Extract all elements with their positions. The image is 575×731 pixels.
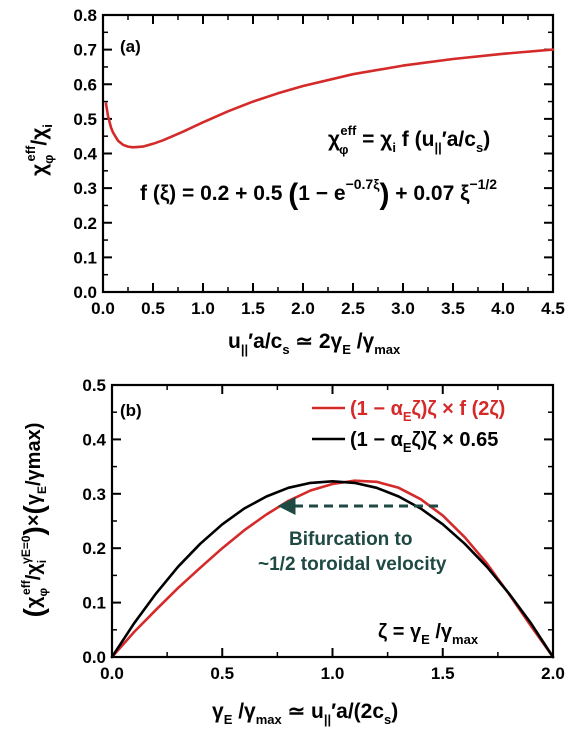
- panel-b-curves: [110, 479, 555, 659]
- a-x-tick-label: 4.5: [541, 299, 565, 318]
- b-x-tick-label: 1.5: [431, 664, 455, 683]
- panel-a: 0.0 0.5 1.0 1.5 2.0 2.5 3.0 3.5 4.0 4.5 0.0 0.1 0.2 0…: [23, 6, 565, 357]
- a-y-tick-label: 0.6: [73, 75, 97, 94]
- b-x-tick-label: 1.0: [321, 664, 345, 683]
- a-x-tick-label: 2.5: [341, 299, 365, 318]
- a-y-tick-label: 0.3: [73, 179, 97, 198]
- panel-b-x-axis-label: γE /γmax ≃ u||′a/(2cs): [212, 700, 398, 727]
- panel-b-tick-labels: 0.0 0.5 1.0 1.5 2.0 0.0 0.1 0.2 0.3 0.4 0.5: [82, 376, 564, 683]
- b-y-tick-label: 0.2: [82, 539, 106, 558]
- panel-a-equation-1: χφeff = χi f (u||′a/cs): [328, 123, 490, 157]
- b-y-tick-label: 0.5: [82, 376, 106, 395]
- b-x-tick-label: 0.0: [100, 664, 124, 683]
- bifurcation-label-line-1: Bifurcation to: [289, 529, 413, 550]
- zeta-definition: ζ = γE /γmax: [378, 621, 479, 647]
- panel-a-equation-2: f (ξ) = 0.2 + 0.5 (1 − e−0.7ξ) + 0.07 ξ−…: [140, 176, 497, 211]
- panel-b-y-axis-label: (χφeff/χiγE=0)×(γE/γmax): [18, 423, 50, 618]
- a-x-tick-label: 0.5: [141, 299, 165, 318]
- panel-a-tick-labels: 0.0 0.5 1.0 1.5 2.0 2.5 3.0 3.5 4.0 4.5 0.0 0.1 0.2 0…: [73, 6, 564, 318]
- panel-b: 0.0 0.5 1.0 1.5 2.0 0.0 0.1 0.2 0.3 0.4 0.5 (b) (1…: [18, 376, 565, 727]
- a-y-tick-label: 0.1: [73, 248, 97, 267]
- a-y-tick-label: 0.0: [73, 283, 97, 302]
- a-series-line-0: [104, 48, 555, 149]
- panel-b-tag: (b): [120, 401, 142, 420]
- b-series-line-0: [110, 479, 555, 659]
- a-x-tick-label: 1.0: [191, 299, 215, 318]
- a-x-tick-label: 3.0: [391, 299, 415, 318]
- panel-b-frame: [110, 383, 555, 659]
- a-x-tick-label: 0.0: [91, 299, 115, 318]
- b-series-line-1: [110, 479, 555, 659]
- panel-b-ticks: [111, 384, 554, 658]
- b-y-tick-label: 0.3: [82, 485, 106, 504]
- a-y-tick-label: 0.4: [73, 145, 97, 164]
- b-y-tick-label: 0.1: [82, 594, 106, 613]
- panel-a-x-axis-label: u||′a/cs ≃ 2γE /γmax: [228, 330, 401, 357]
- legend-label-black: (1 − αEζ)ζ × 0.65: [350, 429, 498, 455]
- b-y-tick-label: 0.0: [82, 648, 106, 667]
- a-x-tick-label: 1.5: [241, 299, 265, 318]
- a-y-tick-label: 0.5: [73, 110, 97, 129]
- legend-label-red: (1 − αEζ)ζ × f (2ζ): [350, 398, 505, 424]
- b-x-tick-label: 2.0: [541, 664, 565, 683]
- a-y-tick-label: 0.2: [73, 214, 97, 233]
- bifurcation-label-line-2: ~1/2 toroidal velocity: [258, 554, 447, 575]
- panel-a-y-axis-label: χφeff/χi: [23, 124, 56, 176]
- a-x-tick-label: 2.0: [291, 299, 315, 318]
- a-y-tick-label: 0.8: [73, 6, 97, 25]
- b-x-tick-label: 0.5: [210, 664, 234, 683]
- panel-a-tag: (a): [120, 37, 141, 56]
- a-x-tick-label: 4.0: [491, 299, 515, 318]
- panel-a-ticks: [102, 14, 554, 293]
- panel-b-legend: (1 − αEζ)ζ × f (2ζ) (1 − αEζ)ζ × 0.65: [312, 398, 505, 455]
- panel-a-curves: [104, 48, 555, 149]
- a-x-tick-label: 3.5: [441, 299, 465, 318]
- b-y-tick-label: 0.4: [82, 430, 106, 449]
- a-y-tick-label: 0.7: [73, 41, 97, 60]
